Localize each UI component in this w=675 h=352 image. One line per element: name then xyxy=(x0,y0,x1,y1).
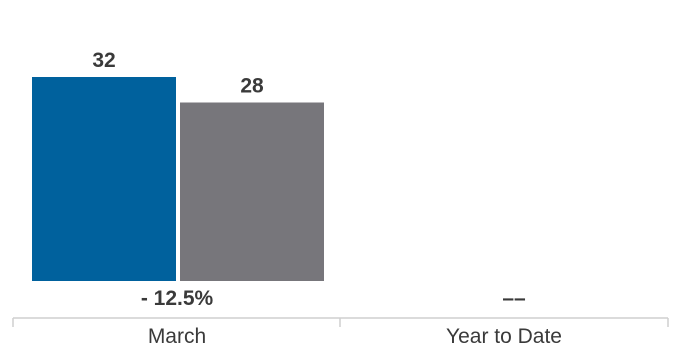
bars-layer xyxy=(32,77,324,281)
change-label-0: - 12.5% xyxy=(141,287,214,310)
category-labels-layer: March Year to Date xyxy=(148,325,562,348)
category-label-1: Year to Date xyxy=(446,325,562,348)
change-label-1: –– xyxy=(502,287,526,310)
value-label-1-0: 28 xyxy=(240,75,264,98)
value-labels-layer: 32 28 xyxy=(92,49,264,98)
bar-primary-0 xyxy=(32,77,176,281)
category-label-0: March xyxy=(148,325,206,348)
value-label-0-0: 32 xyxy=(92,49,115,72)
change-labels-layer: - 12.5% –– xyxy=(141,287,526,310)
category-axis xyxy=(12,317,669,327)
bar-secondary-0 xyxy=(180,102,324,281)
